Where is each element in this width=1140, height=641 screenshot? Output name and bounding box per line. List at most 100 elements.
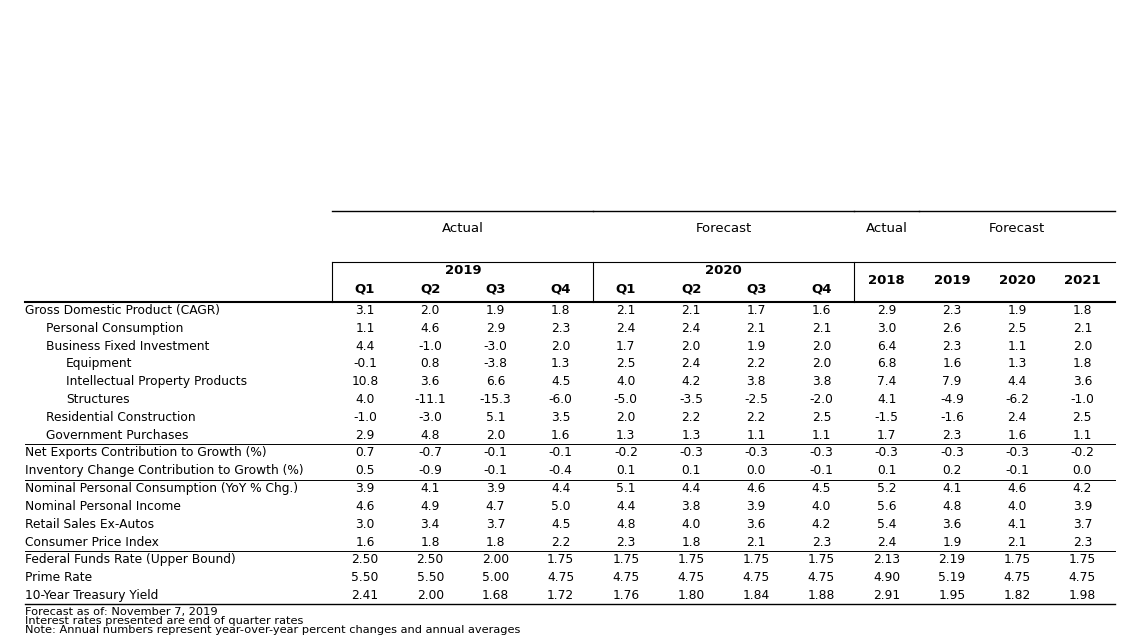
- Text: Net Exports Contribution to Growth (%): Net Exports Contribution to Growth (%): [25, 447, 267, 460]
- Text: 3.6: 3.6: [1073, 375, 1092, 388]
- Text: 4.7: 4.7: [486, 500, 505, 513]
- Text: Q1: Q1: [616, 283, 636, 296]
- Text: 1.80: 1.80: [677, 589, 705, 602]
- Text: 3.8: 3.8: [747, 375, 766, 388]
- Text: 2.0: 2.0: [616, 411, 635, 424]
- Text: -6.0: -6.0: [548, 393, 572, 406]
- Text: 3.9: 3.9: [486, 482, 505, 495]
- Text: 1.8: 1.8: [682, 536, 701, 549]
- Text: 2.1: 2.1: [747, 536, 766, 549]
- Text: 1.3: 1.3: [1008, 358, 1027, 370]
- Text: 1.84: 1.84: [742, 589, 770, 602]
- Text: 1.9: 1.9: [1008, 304, 1027, 317]
- Text: 0.1: 0.1: [682, 464, 701, 478]
- Text: Q3: Q3: [486, 283, 506, 296]
- Text: 10.8: 10.8: [351, 375, 378, 388]
- Text: 3.7: 3.7: [1073, 518, 1092, 531]
- Text: 2.19: 2.19: [938, 553, 966, 567]
- Text: Q2: Q2: [681, 283, 701, 296]
- Text: 1.3: 1.3: [551, 358, 570, 370]
- Text: 2.3: 2.3: [943, 340, 961, 353]
- Text: 5.19: 5.19: [938, 571, 966, 584]
- Text: -0.1: -0.1: [1005, 464, 1029, 478]
- Text: -2.0: -2.0: [809, 393, 833, 406]
- Text: 3.6: 3.6: [943, 518, 961, 531]
- Text: 4.0: 4.0: [1008, 500, 1027, 513]
- Text: 1.75: 1.75: [547, 553, 575, 567]
- Text: Forecast as of: November 7, 2019: Forecast as of: November 7, 2019: [25, 607, 218, 617]
- Text: 2020: 2020: [999, 274, 1035, 287]
- Text: Inventory Change Contribution to Growth (%): Inventory Change Contribution to Growth …: [25, 464, 303, 478]
- Text: -0.4: -0.4: [548, 464, 572, 478]
- Text: 2.9: 2.9: [356, 429, 375, 442]
- Text: -5.0: -5.0: [613, 393, 638, 406]
- Text: 1.82: 1.82: [1003, 589, 1031, 602]
- Text: Nominal Personal Consumption (YoY % Chg.): Nominal Personal Consumption (YoY % Chg.…: [25, 482, 299, 495]
- Text: 7.9: 7.9: [943, 375, 961, 388]
- Text: 2021: 2021: [1064, 274, 1100, 287]
- Text: 3.6: 3.6: [421, 375, 440, 388]
- Text: Intellectual Property Products: Intellectual Property Products: [66, 375, 247, 388]
- Text: 4.5: 4.5: [551, 518, 570, 531]
- Text: 2.6: 2.6: [943, 322, 961, 335]
- Text: 4.0: 4.0: [812, 500, 831, 513]
- Text: Actual: Actual: [442, 222, 483, 235]
- Text: 3.4: 3.4: [421, 518, 440, 531]
- Text: 4.2: 4.2: [682, 375, 701, 388]
- Text: 2.4: 2.4: [616, 322, 635, 335]
- Text: -0.2: -0.2: [1070, 447, 1094, 460]
- Text: 1.72: 1.72: [547, 589, 575, 602]
- Text: -11.1: -11.1: [415, 393, 446, 406]
- Text: 2.0: 2.0: [1073, 340, 1092, 353]
- Text: Q1: Q1: [355, 283, 375, 296]
- Text: 1.8: 1.8: [1073, 358, 1092, 370]
- Text: Actual: Actual: [865, 222, 907, 235]
- Text: 1.98: 1.98: [1068, 589, 1096, 602]
- Text: 5.00: 5.00: [482, 571, 510, 584]
- Text: 0.0: 0.0: [747, 464, 766, 478]
- Text: -1.0: -1.0: [353, 411, 377, 424]
- Text: 4.6: 4.6: [747, 482, 766, 495]
- Text: 3.9: 3.9: [356, 482, 375, 495]
- Text: 1.1: 1.1: [812, 429, 831, 442]
- Text: -0.1: -0.1: [809, 464, 833, 478]
- Text: 1.68: 1.68: [482, 589, 510, 602]
- Text: 2.91: 2.91: [873, 589, 901, 602]
- Text: 4.4: 4.4: [682, 482, 701, 495]
- Text: -1.6: -1.6: [940, 411, 963, 424]
- Text: 2.0: 2.0: [682, 340, 701, 353]
- Text: 2.13: 2.13: [873, 553, 901, 567]
- Text: 3.6: 3.6: [747, 518, 766, 531]
- Text: -3.8: -3.8: [483, 358, 507, 370]
- Text: 1.6: 1.6: [812, 304, 831, 317]
- Text: 2.0: 2.0: [486, 429, 505, 442]
- Text: Q2: Q2: [420, 283, 440, 296]
- Text: 2.0: 2.0: [421, 304, 440, 317]
- Text: -0.2: -0.2: [614, 447, 637, 460]
- Text: 0.8: 0.8: [421, 358, 440, 370]
- Text: 4.0: 4.0: [616, 375, 635, 388]
- Text: Gross Domestic Product (CAGR): Gross Domestic Product (CAGR): [25, 304, 220, 317]
- Text: 1.1: 1.1: [356, 322, 375, 335]
- Text: 4.8: 4.8: [616, 518, 636, 531]
- Text: -0.3: -0.3: [809, 447, 833, 460]
- Text: 1.8: 1.8: [1073, 304, 1092, 317]
- Text: Federal Funds Rate (Upper Bound): Federal Funds Rate (Upper Bound): [25, 553, 236, 567]
- Text: 4.5: 4.5: [551, 375, 570, 388]
- Text: 0.7: 0.7: [356, 447, 375, 460]
- Text: 4.4: 4.4: [1008, 375, 1027, 388]
- Text: 2.2: 2.2: [747, 411, 766, 424]
- Text: 2.4: 2.4: [682, 322, 701, 335]
- Text: 2.3: 2.3: [943, 429, 961, 442]
- Text: -4.9: -4.9: [940, 393, 963, 406]
- Text: -0.3: -0.3: [1005, 447, 1029, 460]
- Text: 4.4: 4.4: [551, 482, 570, 495]
- Text: Nominal Personal Income: Nominal Personal Income: [25, 500, 181, 513]
- Text: Q3: Q3: [746, 283, 766, 296]
- Text: Retail Sales Ex-Autos: Retail Sales Ex-Autos: [25, 518, 154, 531]
- Text: 2.9: 2.9: [486, 322, 505, 335]
- Text: 1.7: 1.7: [747, 304, 766, 317]
- Text: 2.1: 2.1: [812, 322, 831, 335]
- Text: 6.4: 6.4: [877, 340, 896, 353]
- Text: 4.6: 4.6: [421, 322, 440, 335]
